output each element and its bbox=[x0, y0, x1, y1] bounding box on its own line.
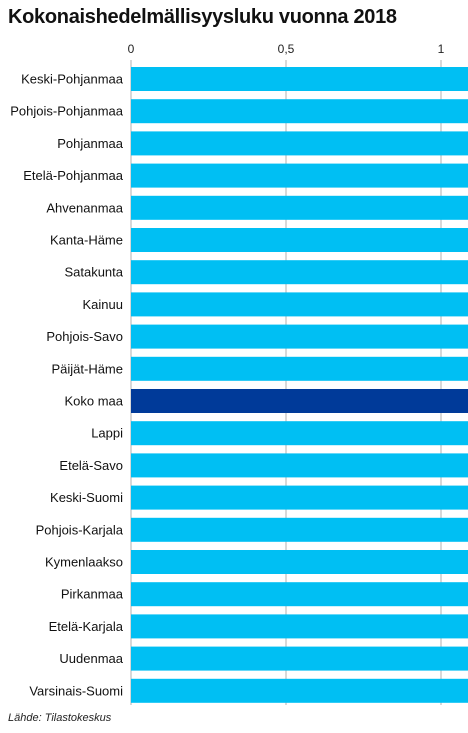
bar bbox=[131, 453, 468, 478]
bar bbox=[131, 389, 468, 413]
bar bbox=[131, 163, 468, 188]
category-label: Etelä-Savo bbox=[59, 458, 123, 473]
source-note: Lähde: Tilastokeskus bbox=[8, 712, 112, 724]
bar bbox=[131, 195, 468, 220]
category-label: Keski-Pohjanmaa bbox=[21, 72, 124, 87]
category-label: Pohjanmaa bbox=[57, 136, 124, 151]
bar bbox=[131, 131, 468, 156]
bar bbox=[131, 614, 468, 639]
category-label: Keski-Suomi bbox=[50, 490, 123, 505]
category-label: Koko maa bbox=[64, 394, 123, 409]
bar bbox=[131, 421, 468, 446]
bar bbox=[131, 228, 468, 252]
bar bbox=[131, 324, 468, 349]
bar bbox=[131, 67, 468, 91]
category-label: Kainuu bbox=[83, 297, 123, 312]
category-label: Satakunta bbox=[64, 265, 123, 280]
category-label: Varsinais-Suomi bbox=[29, 683, 123, 698]
category-label: Lappi bbox=[91, 426, 123, 441]
category-label: Pohjois-Pohjanmaa bbox=[10, 104, 124, 119]
category-label: Pirkanmaa bbox=[61, 587, 124, 602]
bar bbox=[131, 292, 468, 317]
bar bbox=[131, 99, 468, 124]
category-label: Kymenlaakso bbox=[45, 555, 123, 570]
bar bbox=[131, 646, 468, 671]
category-label: Pohjois-Savo bbox=[46, 329, 123, 344]
bar bbox=[131, 356, 468, 381]
category-label: Uudenmaa bbox=[59, 651, 123, 666]
bar bbox=[131, 550, 468, 574]
x-tick-label: 0,5 bbox=[278, 42, 295, 56]
chart-title: Kokonaishedelmällisyysluku vuonna 2018 bbox=[8, 6, 397, 28]
bar bbox=[131, 582, 468, 607]
category-label: Pohjois-Karjala bbox=[36, 522, 124, 537]
category-label: Etelä-Pohjanmaa bbox=[23, 168, 123, 183]
bar bbox=[131, 678, 468, 703]
category-label: Kanta-Häme bbox=[50, 233, 123, 248]
bar bbox=[131, 517, 468, 542]
category-label: Etelä-Karjala bbox=[49, 619, 124, 634]
bar bbox=[131, 485, 468, 510]
category-label: Ahvenanmaa bbox=[46, 200, 123, 215]
x-tick-label: 1 bbox=[438, 42, 445, 56]
x-tick-label: 0 bbox=[128, 42, 135, 56]
category-label: Päijät-Häme bbox=[51, 361, 123, 376]
bar bbox=[131, 260, 468, 285]
